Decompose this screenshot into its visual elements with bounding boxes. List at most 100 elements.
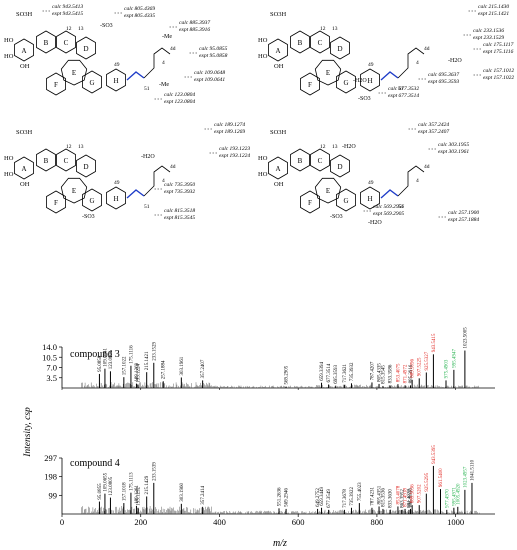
group-label: HO (4, 155, 14, 162)
calc-value: calc 257.1900 (448, 210, 479, 216)
expt-value: expt 303.1961 (438, 149, 469, 155)
calc-value: calc 303.1955 (438, 142, 469, 148)
peak-label: 787.4231 (371, 487, 376, 506)
ring-label: A (275, 47, 280, 55)
peak-label: 977.4970 (445, 489, 450, 508)
panel-label: compound 4 (70, 458, 120, 469)
peak-label: 885.3916 (409, 364, 414, 383)
ring-label: E (72, 187, 76, 195)
side-chain (397, 165, 425, 197)
expt-value: expt 695.3593 (428, 79, 459, 85)
ring (56, 148, 76, 172)
peaks (81, 465, 480, 514)
ring (360, 186, 380, 210)
group-label: HO (4, 53, 14, 60)
peak-label: 833.3586 (389, 364, 394, 383)
peak-label: 303.1960 (180, 483, 185, 502)
atom-number: 12 (66, 144, 72, 150)
peak-label: 109.0655 (103, 472, 108, 491)
calc-value: calc 123.0804 (164, 91, 195, 98)
ring-label: C (64, 39, 69, 47)
ring (290, 148, 310, 172)
peak-label: 881.4028 (408, 489, 413, 508)
peak-label: 569.2905 (285, 365, 290, 384)
peak-label: 943.5395 (432, 445, 437, 464)
calc-value: calc 357.2424 (418, 121, 449, 128)
ring-label: F (308, 81, 312, 89)
ring (360, 68, 380, 92)
expt-value: expt 233.1529 (473, 35, 504, 41)
structure-1: A B C D E F G H SO3H HO HO OH 12 13 49 51 4 4d calc 943.54… (4, 3, 228, 105)
peak-label: 787.4207 (371, 361, 376, 380)
peak-label: 257.1884 (162, 360, 167, 379)
calc-value: calc 193.1223 (219, 146, 250, 152)
calc-value: calc 569.2956 (373, 204, 404, 210)
peak-label: 215.1429 (145, 475, 150, 494)
expt-value: expt 805.4335 (124, 12, 155, 19)
peak-label: 863.3952 (400, 489, 405, 508)
peak-label: 193.1232 (137, 487, 142, 506)
atom-number: 49 (368, 62, 374, 68)
group-label: HO (258, 37, 268, 44)
ring-label: D (83, 45, 88, 53)
atom-number: 13 (78, 144, 84, 150)
y-tick-label: 297 (44, 453, 57, 463)
peak-label: 157.1018 (122, 482, 127, 501)
peak-label: 95.0855 (98, 483, 103, 500)
structure-4: A B C D E F G H SO3H HO HO OH 12 13 49 51 4 4d calc 357.24… (258, 121, 479, 226)
calc-value: calc 157.1012 (483, 68, 514, 74)
ring-label: G (343, 197, 348, 205)
ring (106, 186, 126, 210)
peak-label: 815.3545 (382, 365, 387, 384)
fragment-loss: -Me (162, 34, 172, 40)
peak-label: 695.3593 (334, 364, 339, 383)
peak-label: 157.1022 (122, 356, 127, 375)
ring (46, 72, 66, 96)
expt-value: expt 735.3932 (164, 189, 195, 195)
fragment-loss: -H2O (368, 220, 382, 226)
peak-label: 175.1113 (129, 472, 134, 491)
ring-label: H (113, 195, 118, 203)
group-label: OH (20, 63, 30, 70)
ring-label: A (21, 165, 26, 173)
atom-number: 49 (114, 180, 120, 186)
peak-label: 975.4903 (445, 359, 450, 378)
expt-value: expt 193.1224 (219, 152, 250, 159)
peak-label: 1023.4957 (463, 466, 468, 488)
peak-label: 233.1529 (152, 342, 157, 361)
y-tick-label: 3.5 (46, 373, 57, 383)
double-bond (126, 71, 145, 81)
ring-label: A (275, 165, 280, 173)
peak-label: 677.3549 (327, 489, 332, 508)
ring (268, 38, 288, 62)
group-label: HO (4, 171, 14, 178)
side-chain (143, 165, 171, 197)
atom-number: 4d (424, 46, 430, 52)
expt-value: expt 943.5415 (52, 10, 83, 17)
peak-label: 569.2946 (285, 488, 290, 507)
ring-label: H (367, 77, 372, 85)
ring-label: E (72, 69, 76, 77)
x-tick-label: 600 (292, 517, 305, 527)
calc-value: calc 805.4369 (124, 5, 155, 12)
group-label: HO (258, 171, 268, 178)
expt-value: expt 175.1116 (483, 49, 514, 55)
ring (82, 188, 102, 212)
ring-label: H (113, 77, 118, 85)
fragment-loss: -Me (159, 82, 169, 88)
peaks (81, 350, 480, 388)
side-chain (143, 47, 171, 79)
ring (36, 148, 56, 172)
ring-label: F (54, 81, 58, 89)
peak-label: 995.4971 (452, 487, 457, 506)
expt-value: expt 215.1421 (478, 10, 509, 17)
atom-number: 51 (144, 204, 150, 210)
calc-value: calc 175.1117 (483, 42, 514, 48)
ring (268, 156, 288, 180)
group-label: OH (274, 181, 284, 188)
double-bond (380, 71, 399, 81)
peak-label: 95.0858 (98, 355, 103, 372)
atom-number: 4 (162, 60, 165, 66)
calc-value: calc 815.3518 (164, 208, 195, 214)
